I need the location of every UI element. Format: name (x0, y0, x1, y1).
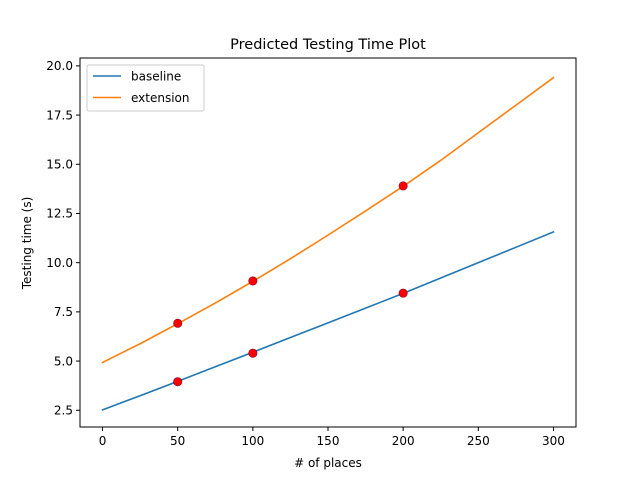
y-tick-label: 20.0 (46, 59, 73, 73)
x-axis-label: # of places (294, 456, 362, 470)
y-axis-ticks: 2.5 5.0 7.5 10.0 12.5 15.0 17.5 20.0 (46, 59, 80, 417)
x-tick-label: 150 (317, 434, 340, 448)
x-tick-label: 250 (467, 434, 490, 448)
y-tick-label: 12.5 (46, 207, 73, 221)
y-tick-label: 2.5 (54, 403, 73, 417)
points-layer (173, 181, 408, 387)
chart-title: Predicted Testing Time Plot (230, 37, 426, 53)
x-tick-label: 50 (170, 434, 185, 448)
x-tick-label: 0 (99, 434, 107, 448)
legend-label-extension: extension (131, 91, 190, 105)
y-axis-label: Testing time (s) (20, 197, 34, 291)
y-tick-label: 5.0 (54, 354, 73, 368)
x-tick-label: 200 (392, 434, 415, 448)
data-point (248, 276, 258, 286)
x-tick-label: 300 (542, 434, 565, 448)
data-point (398, 288, 408, 298)
y-tick-label: 15.0 (46, 157, 73, 171)
legend-label-baseline: baseline (131, 70, 181, 84)
y-tick-label: 10.0 (46, 256, 73, 270)
x-axis-ticks: 0 50 100 150 200 250 300 (99, 427, 565, 448)
x-tick-label: 100 (241, 434, 264, 448)
data-point (248, 348, 258, 358)
legend: baseline extension (86, 64, 205, 112)
data-point (398, 181, 408, 191)
y-tick-label: 17.5 (46, 108, 73, 122)
data-point (173, 377, 183, 387)
data-point (173, 318, 183, 328)
y-tick-label: 7.5 (54, 305, 73, 319)
